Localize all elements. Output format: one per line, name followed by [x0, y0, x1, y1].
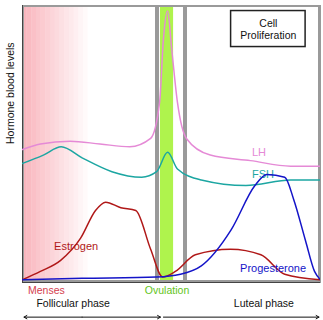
- svg-text:Follicular phase: Follicular phase: [36, 297, 110, 309]
- svg-text:CellProliferation: CellProliferation: [240, 17, 296, 41]
- svg-text:Luteal phase: Luteal phase: [234, 297, 294, 309]
- svg-text:Progesterone: Progesterone: [240, 262, 306, 274]
- svg-text:Ovulation: Ovulation: [145, 284, 190, 296]
- svg-text:Menses: Menses: [28, 284, 65, 296]
- svg-text:FSH: FSH: [252, 168, 274, 180]
- svg-text:Hormone blood levels: Hormone blood levels: [4, 42, 16, 144]
- svg-text:LH: LH: [252, 146, 266, 158]
- svg-text:Estrogen: Estrogen: [54, 240, 98, 252]
